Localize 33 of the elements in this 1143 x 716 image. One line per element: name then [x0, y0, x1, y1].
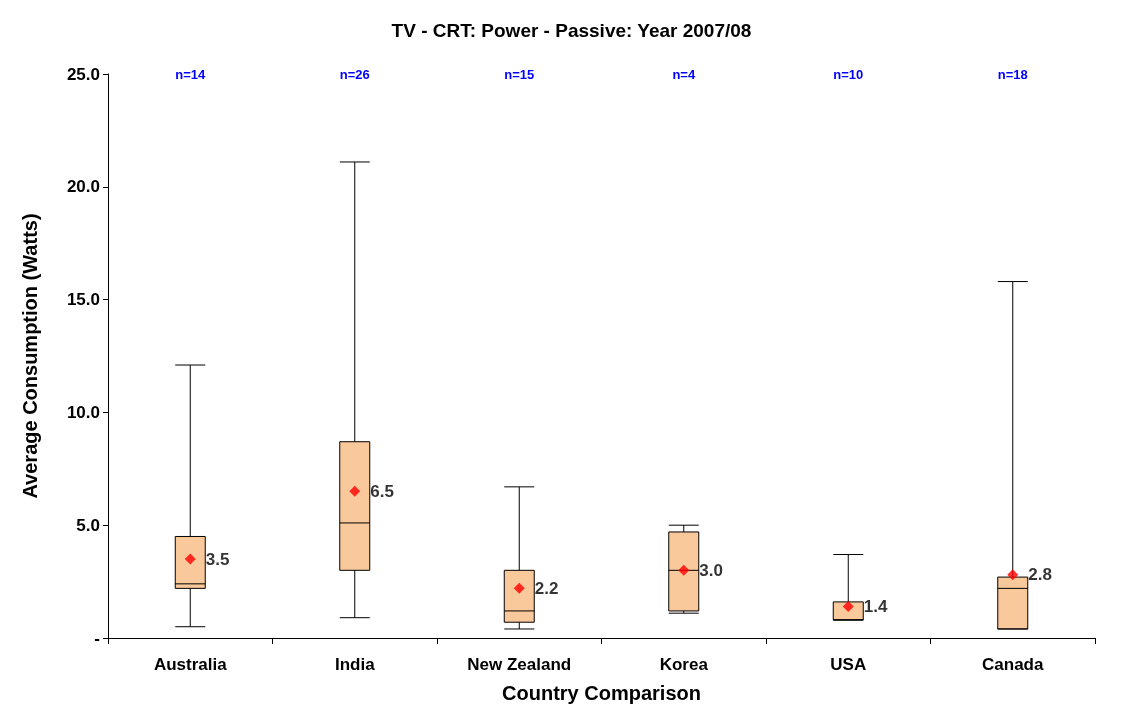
data-label: 2.2 [534, 578, 559, 598]
x-tick-label: Canada [982, 655, 1044, 674]
point [1007, 569, 1019, 581]
annotation: n=10 [833, 66, 864, 82]
x-axis-title: Country Comparison [502, 682, 701, 704]
y-axis-title: Average Consumption (Watts) [19, 213, 41, 499]
x-tick-label: USA [830, 655, 867, 674]
data-label: 6.5 [370, 481, 394, 501]
annotation: n=18 [997, 66, 1028, 82]
y-tick-label: - [94, 628, 100, 648]
point [349, 485, 361, 497]
point [513, 582, 525, 594]
annotation: n=15 [504, 66, 535, 82]
chart-title: TV - CRT: Power - Passive: Year 2007/08 [391, 20, 752, 41]
y-tick-label: 25.0 [66, 64, 100, 84]
x-tick-label: Australia [153, 655, 228, 674]
point [678, 564, 690, 576]
point [842, 600, 854, 612]
y-tick-label: 15.0 [66, 290, 100, 310]
x-tick-label: New Zealand [467, 655, 572, 674]
data-label: 2.8 [1028, 565, 1052, 585]
y-tick-label: 10.0 [66, 402, 100, 422]
data-label: 3.0 [699, 560, 723, 580]
x-tick-label: India [334, 655, 376, 674]
annotation: n=14 [175, 66, 207, 82]
annotation: n=4 [672, 66, 696, 82]
y-tick-label: 20.0 [66, 177, 100, 197]
annotation: n=26 [339, 66, 370, 82]
y-tick-label: 5.0 [76, 515, 100, 535]
data-label: 3.5 [205, 549, 230, 569]
x-tick-label: Korea [659, 655, 709, 674]
point [184, 553, 196, 565]
data-label: 1.4 [863, 596, 888, 616]
